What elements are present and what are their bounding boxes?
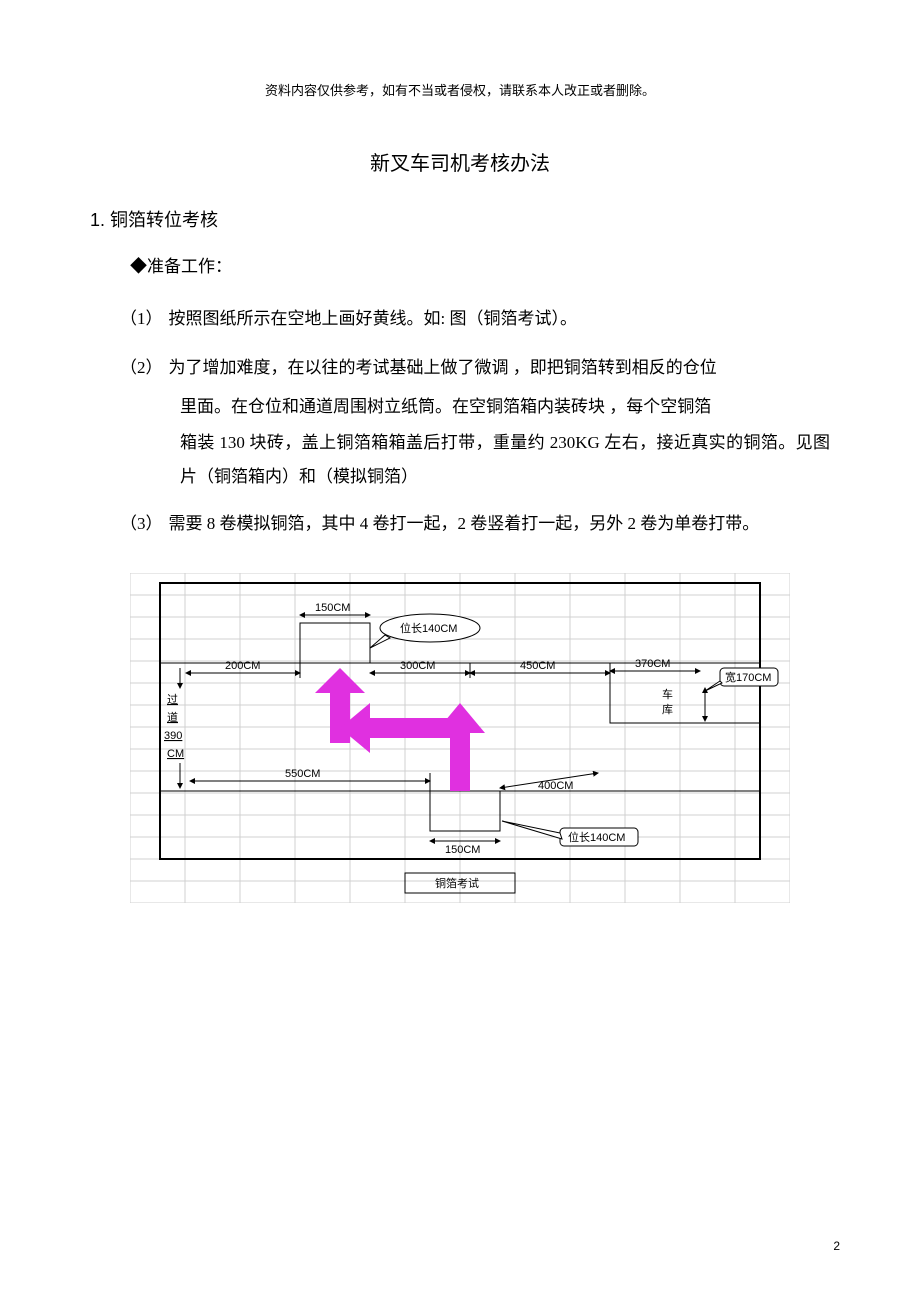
garage-label-2: 库 — [662, 703, 673, 716]
list-item-2: （2） 为了增加难度，在以往的考试基础上做了微调 ，即把铜箔转到相反的仓位 里面。… — [120, 348, 830, 494]
dim-450: 450CM — [520, 660, 555, 672]
item-text: 按照图纸所示在空地上画好黄线。如: 图（铜箔考试）。 — [169, 309, 577, 328]
section-text: 铜箔转位考核 — [110, 210, 218, 230]
item-text: 需要 8 卷模拟铜箔，其中 4 卷打一起，2 卷竖着打一起，另外 2 卷为单卷打… — [169, 514, 760, 533]
dim-400: 400CM — [538, 780, 573, 792]
header-disclaimer: 资料内容仅供参考，如有不当或者侵权，请联系本人改正或者删除。 — [90, 80, 830, 99]
bottom-callout-text: 位长140CM — [568, 830, 625, 844]
bottom-slot-width: 150CM — [445, 844, 480, 856]
arrow-up-right — [435, 703, 485, 791]
section-number: 1. — [90, 210, 105, 230]
section-1-heading: 1. 铜箔转位考核 — [90, 206, 830, 232]
copper-foil-exam-diagram: 150CM 位长140CM 200CM 300CM 450CM 370CM 车 … — [130, 573, 790, 903]
page-number: 2 — [833, 1239, 840, 1253]
dim-550: 550CM — [285, 768, 320, 780]
item-label: （2） — [120, 358, 163, 377]
dim-200: 200CM — [225, 660, 260, 672]
garage-label-1: 车 — [662, 687, 673, 701]
aisle-height: 390 — [164, 730, 182, 742]
item-text-pre: 为了增加难度，在以往的考试基础上做了微调 ，即把铜箔转到相反的仓位 — [169, 358, 717, 377]
item-label: （3） — [120, 514, 163, 533]
item-line3: 箱装 130 块砖，盖上铜箔箱箱盖后打带，重量约 230KG 左右，接近真实的铜… — [180, 426, 830, 494]
prep-subheading: ◆准备工作： — [130, 252, 830, 277]
aisle-unit: CM — [167, 748, 184, 760]
dim-300: 300CM — [400, 660, 435, 672]
caption-text: 铜箔考试 — [435, 876, 479, 890]
top-callout: 位长140CM — [370, 614, 480, 648]
top-callout-text: 位长140CM — [400, 621, 457, 635]
list-item-1: （1） 按照图纸所示在空地上画好黄线。如: 图（铜箔考试）。 — [120, 299, 830, 338]
item-line2: 里面。在仓位和通道周围树立纸筒。在空铜箔箱内装砖块 ，每个空铜箔 — [180, 387, 830, 426]
aisle-ch2: 道 — [167, 710, 178, 724]
top-slot — [300, 623, 370, 663]
list-item-3: （3） 需要 8 卷模拟铜箔，其中 4 卷打一起，2 卷竖着打一起，另外 2 卷为… — [120, 504, 830, 543]
aisle-ch1: 过 — [167, 693, 178, 706]
width-callout: 宽170CM — [705, 668, 778, 691]
document-title: 新叉车司机考核办法 — [90, 147, 830, 176]
width-callout-text: 宽170CM — [725, 670, 771, 684]
dim-370: 370CM — [635, 658, 670, 670]
bottom-slot — [430, 791, 500, 831]
diagram-container: 150CM 位长140CM 200CM 300CM 450CM 370CM 车 … — [130, 573, 790, 908]
top-slot-width-label: 150CM — [315, 602, 350, 614]
item-label: （1） — [120, 309, 163, 328]
